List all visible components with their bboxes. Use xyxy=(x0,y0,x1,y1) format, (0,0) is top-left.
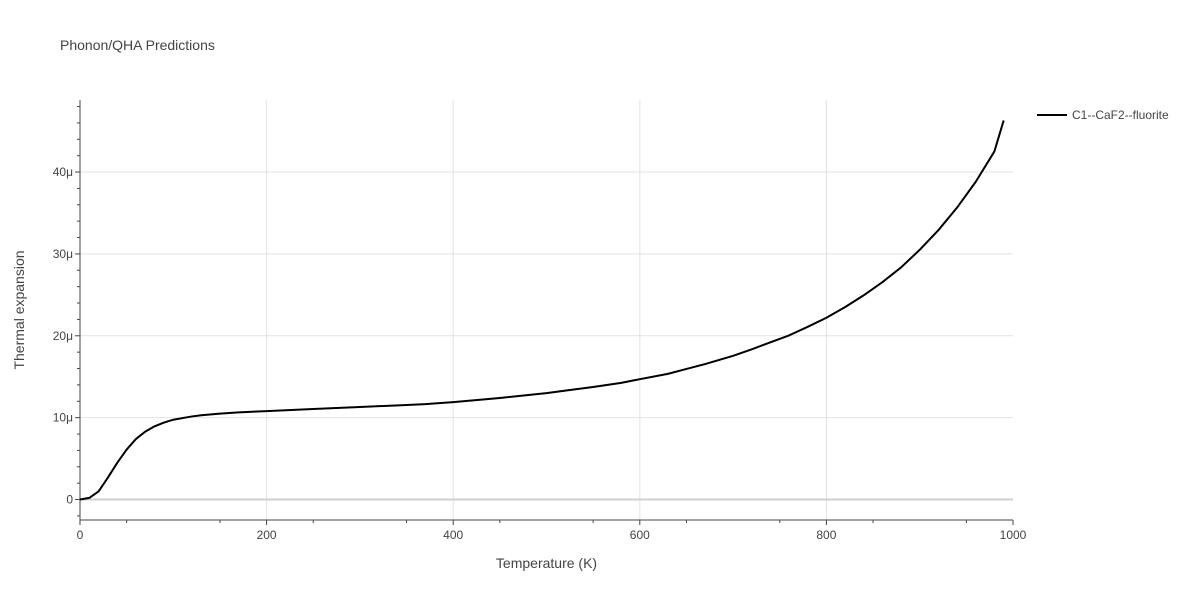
x-tick-label: 400 xyxy=(443,528,463,542)
y-axis-title: Thermal expansion xyxy=(11,250,27,369)
x-axis-title: Temperature (K) xyxy=(496,555,597,571)
y-tick-label: 0 xyxy=(66,493,73,507)
chart-title: Phonon/QHA Predictions xyxy=(60,37,215,53)
x-tick-label: 800 xyxy=(816,528,836,542)
x-tick-label: 0 xyxy=(77,528,84,542)
y-tick-label: 20μ xyxy=(53,329,73,343)
x-tick-label: 1000 xyxy=(1000,528,1027,542)
y-tick-label: 40μ xyxy=(53,165,73,179)
y-tick-label: 10μ xyxy=(53,411,73,425)
legend[interactable]: C1--CaF2--fluorite xyxy=(1037,108,1169,122)
legend-label: C1--CaF2--fluorite xyxy=(1072,108,1169,122)
x-tick-label: 200 xyxy=(257,528,277,542)
grid xyxy=(80,100,1013,520)
series-line xyxy=(79,120,1005,501)
x-tick-label: 600 xyxy=(630,528,650,542)
axes xyxy=(75,100,1014,525)
series-lines xyxy=(79,120,1005,501)
y-tick-label: 30μ xyxy=(53,247,73,261)
tick-labels: 0 200 400 600 800 1000 0 10μ 20μ 30μ 40μ xyxy=(53,165,1027,542)
